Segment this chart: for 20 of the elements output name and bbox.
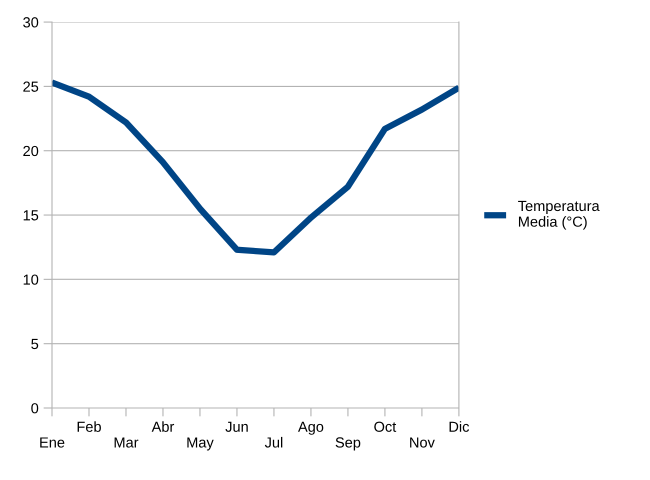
- x-tick-label: Ene: [40, 437, 64, 448]
- y-tick-label: 30: [23, 17, 38, 28]
- x-tick-label: Dic: [450, 421, 470, 432]
- x-tick-label: Sep: [336, 437, 360, 450]
- x-tick-label: Oct: [374, 422, 396, 432]
- x-tick-label: Jun: [225, 422, 248, 432]
- y-tick-label: 15: [24, 210, 38, 220]
- x-tick-label: Jul: [264, 436, 282, 448]
- x-tick-label: May: [187, 437, 214, 450]
- y-tick-label: 10: [24, 274, 38, 285]
- y-tick-label: 20: [23, 146, 38, 156]
- x-tick-label: Mar: [114, 437, 138, 448]
- y-tick-label: 0: [31, 403, 38, 414]
- x-tick-label: Abr: [152, 421, 174, 432]
- legend-label: Temperatura Media (°C): [518, 200, 600, 230]
- x-tick-label: Feb: [78, 421, 101, 432]
- y-tick-label: 5: [31, 338, 38, 350]
- x-tick-label: Ago: [298, 422, 324, 435]
- x-tick-label: Nov: [410, 437, 435, 448]
- y-tick-label: 25: [23, 82, 38, 92]
